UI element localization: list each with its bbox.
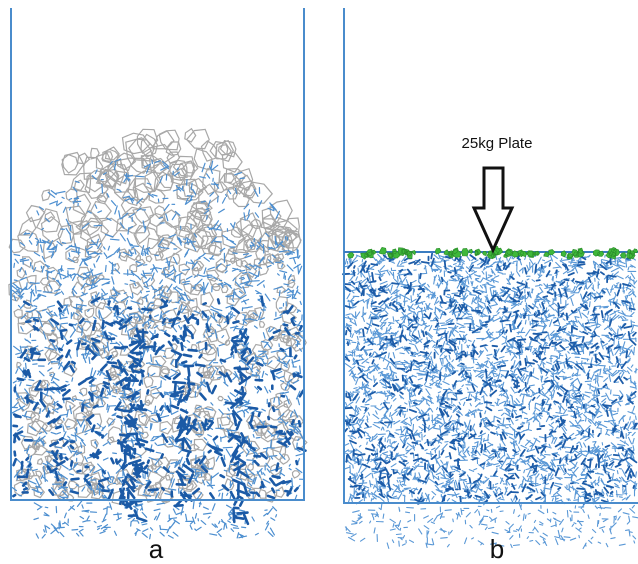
particles-dark — [12, 295, 307, 526]
panel-label: a — [149, 534, 164, 564]
particles-dark — [342, 252, 638, 505]
arrow — [471, 166, 515, 254]
particles-outline — [8, 127, 308, 506]
particles — [8, 127, 638, 550]
panel-label: b — [490, 534, 504, 564]
plate — [347, 245, 638, 260]
plate-particles — [347, 245, 638, 260]
plate-annotation: 25kg Plate — [462, 135, 533, 152]
container-b — [343, 8, 638, 504]
particles-blue — [343, 252, 638, 550]
container-a — [10, 8, 305, 501]
